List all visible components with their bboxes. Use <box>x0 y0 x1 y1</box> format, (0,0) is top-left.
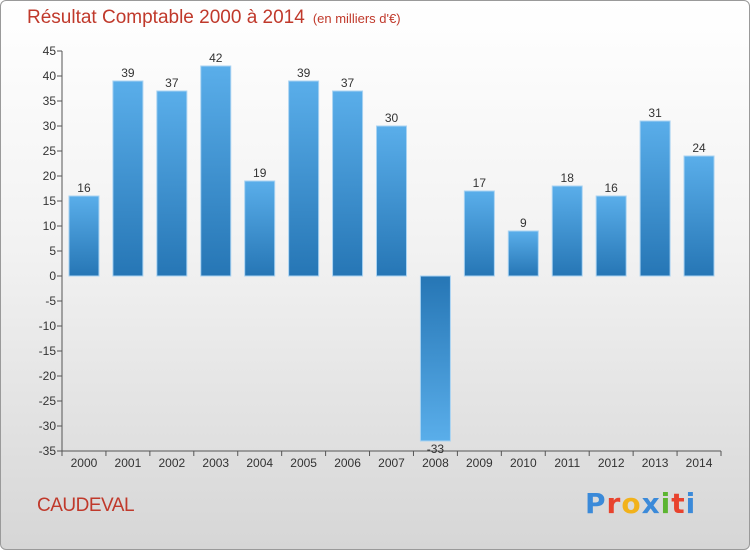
data-label-2004: 19 <box>253 166 267 180</box>
data-label-2013: 31 <box>648 106 662 120</box>
data-label-2002: 37 <box>165 76 179 90</box>
x-tick-label: 2001 <box>115 456 142 470</box>
y-tick-label: 10 <box>43 219 57 233</box>
bar-2000[interactable] <box>68 195 100 277</box>
y-tick-label: -25 <box>39 394 57 408</box>
y-axis: 45 40 35 30 25 20 15 10 5 0 -5 -10 -15 -20 -25 -30 -35 <box>39 44 63 458</box>
commune-name: CAUDEVAL <box>37 495 135 516</box>
bar-2008[interactable] <box>419 275 451 442</box>
title-unit: (en milliers d'€) <box>312 11 401 26</box>
x-tick-label: 2005 <box>290 456 317 470</box>
bar-2001[interactable] <box>112 80 144 277</box>
y-tick-label: 45 <box>43 44 57 58</box>
x-tick-label: 2008 <box>422 456 449 470</box>
x-tick-label: 2013 <box>642 456 669 470</box>
y-tick-label: -10 <box>39 319 57 333</box>
x-tick-label: 2006 <box>334 456 361 470</box>
x-tick-label: 2012 <box>598 456 625 470</box>
bar-2010[interactable] <box>507 230 539 277</box>
x-axis: 2000 2001 2002 2003 2004 2005 2006 2007 2008 2009… <box>61 450 722 470</box>
y-tick-label: 5 <box>49 244 56 258</box>
data-label-2003: 42 <box>209 51 223 65</box>
data-label-2000: 16 <box>77 181 91 195</box>
bar-2004[interactable] <box>244 180 276 277</box>
x-tick-label: 2014 <box>686 456 713 470</box>
y-tick-label: 25 <box>43 144 57 158</box>
x-tick-label: 2011 <box>554 456 580 470</box>
y-tick-label: 35 <box>43 94 57 108</box>
data-label-2001: 39 <box>121 66 135 80</box>
chart-title: Résultat Comptable 2000 à 2014 (en millie… <box>27 7 401 29</box>
data-label-2012: 16 <box>604 181 618 195</box>
bar-2005[interactable] <box>288 80 320 277</box>
title-text: Résultat Comptable 2000 à 2014 <box>27 7 305 28</box>
y-tick-label: -15 <box>39 344 57 358</box>
data-label-2008: -33 <box>427 442 445 456</box>
bar-2007[interactable] <box>376 125 407 277</box>
x-tick-label: 2010 <box>510 456 537 470</box>
x-tick-label: 2000 <box>71 456 98 470</box>
bar-2014[interactable] <box>683 155 715 277</box>
data-label-2010: 9 <box>520 216 527 230</box>
y-tick-label: 30 <box>43 119 57 133</box>
x-tick-label: 2004 <box>246 456 273 470</box>
bar-2011[interactable] <box>551 185 583 277</box>
x-tick-label: 2003 <box>202 456 229 470</box>
bars <box>68 65 715 442</box>
data-label-2009: 17 <box>473 176 487 190</box>
y-tick-label: 15 <box>43 194 57 208</box>
y-tick-label: -5 <box>45 294 56 308</box>
x-tick-label: 2002 <box>158 456 185 470</box>
proxiti-logo[interactable]: Proxiti <box>585 487 697 520</box>
bar-2012[interactable] <box>595 195 627 277</box>
y-tick-label: 0 <box>49 269 56 283</box>
y-tick-label: 40 <box>43 69 57 83</box>
x-tick-label: 2009 <box>466 456 493 470</box>
data-labels: 16 39 37 42 19 39 37 30 -33 17 9 18 16 31 24 <box>77 51 706 456</box>
bar-2003[interactable] <box>200 65 232 277</box>
data-label-2011: 18 <box>561 171 575 185</box>
data-label-2006: 37 <box>341 76 355 90</box>
data-label-2014: 24 <box>692 141 706 155</box>
y-tick-label: 20 <box>43 169 57 183</box>
data-label-2007: 30 <box>385 111 399 125</box>
x-tick-label: 2007 <box>378 456 405 470</box>
y-tick-label: -30 <box>39 419 57 433</box>
y-tick-label: -35 <box>39 444 57 458</box>
bar-2006[interactable] <box>332 90 364 277</box>
bar-2002[interactable] <box>156 90 188 277</box>
y-tick-label: -20 <box>39 369 57 383</box>
bar-2009[interactable] <box>463 190 495 277</box>
data-label-2005: 39 <box>297 66 311 80</box>
bar-2013[interactable] <box>639 120 671 277</box>
